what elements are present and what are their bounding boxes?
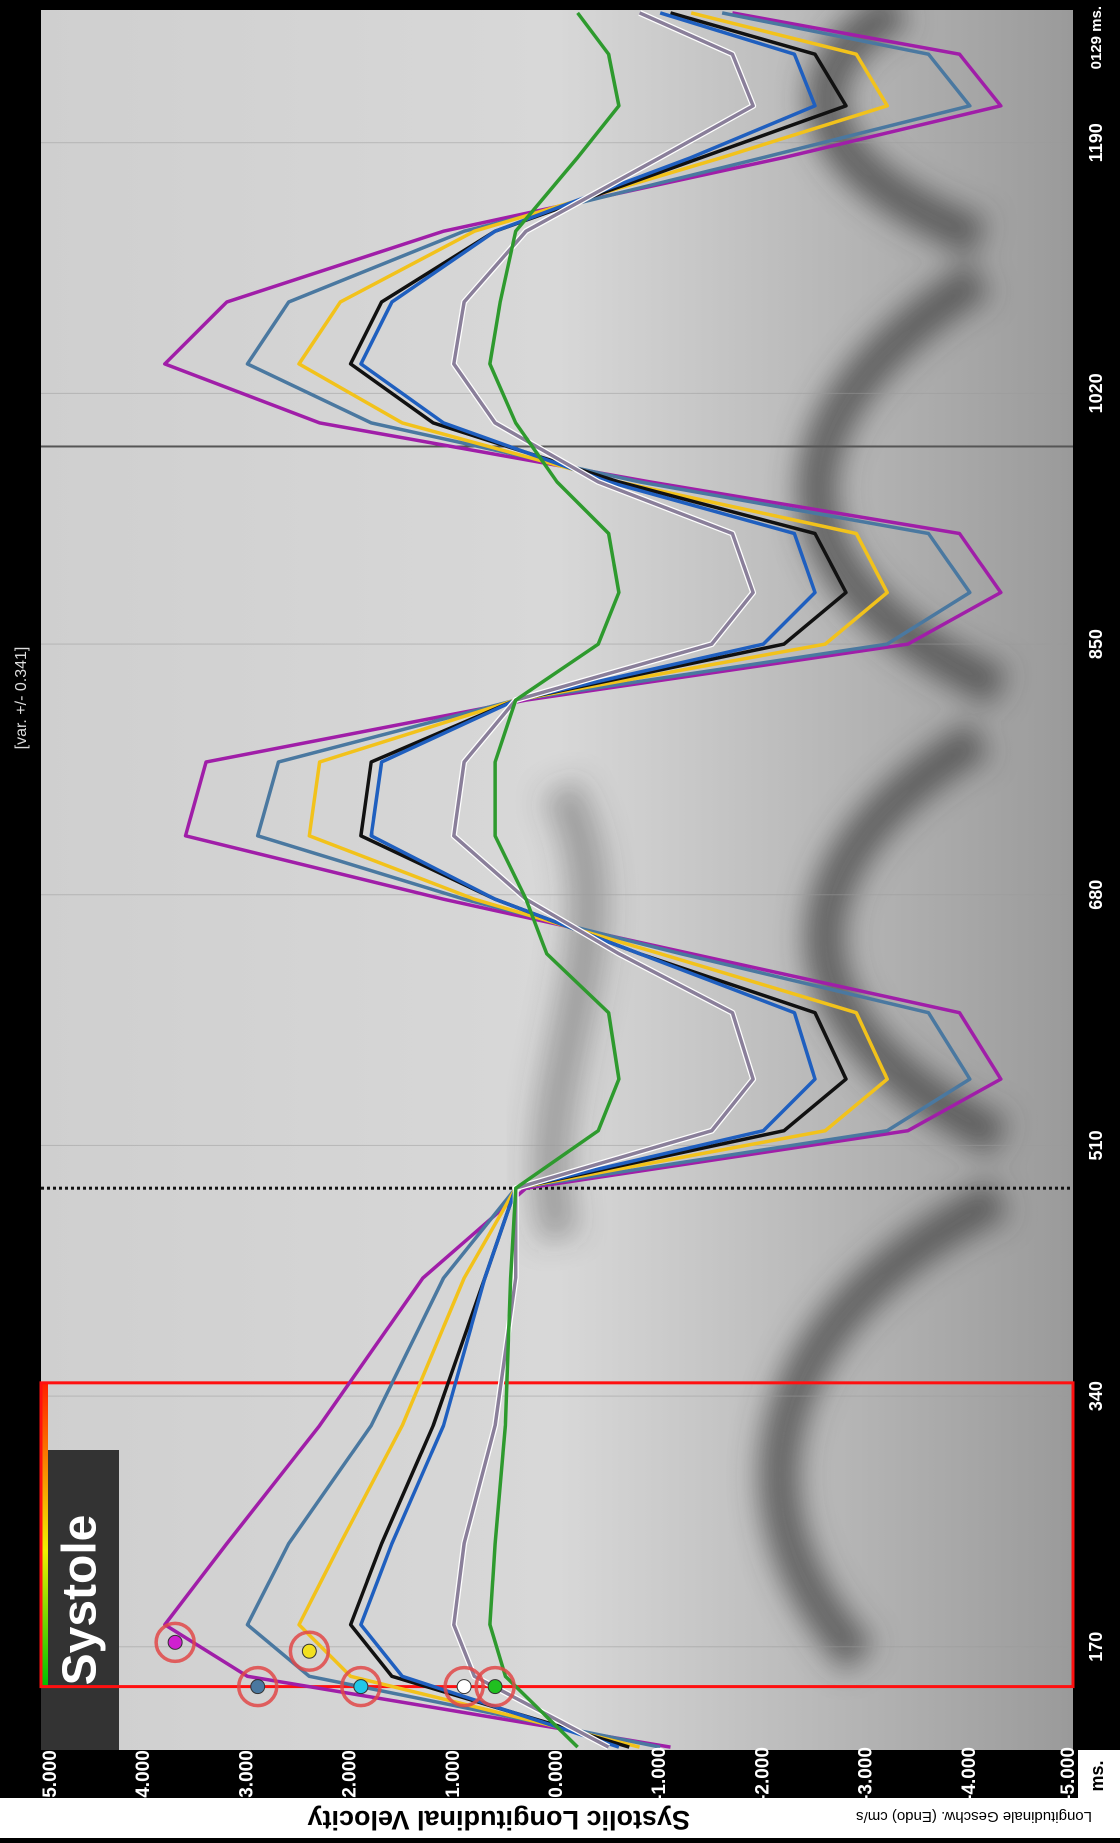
y-tick-label: 0.000	[546, 1750, 567, 1798]
y-tick-label: -4.000	[959, 1747, 980, 1801]
x-tick-label: 340	[1086, 1381, 1106, 1411]
marker	[488, 1680, 502, 1694]
time-label: 0129 ms.	[1088, 6, 1105, 69]
marker	[251, 1680, 265, 1694]
echo-texture	[41, 10, 1073, 1750]
y-tick-label: 5.000	[40, 1750, 61, 1798]
x-tick-label: 1020	[1086, 373, 1106, 413]
x-tick-label: 680	[1086, 880, 1106, 910]
x-tick-label: 510	[1086, 1130, 1106, 1160]
y-tick-label: 2.000	[340, 1750, 361, 1798]
plot-background	[41, 8, 1073, 1750]
y-tick-label: 4.000	[133, 1750, 154, 1798]
y-tick-label: -1.000	[649, 1747, 670, 1801]
y-axis-subtitle: Longitudinale Geschw. (Endo) cm/s	[856, 1808, 1092, 1825]
variance-label: [var. +/- 0.341]	[13, 647, 30, 750]
marker	[457, 1680, 471, 1694]
x-tick-label: 1190	[1086, 123, 1106, 162]
y-tick-label: -2.000	[752, 1747, 773, 1801]
y-tick-label: -5.000	[1058, 1747, 1079, 1801]
marker	[168, 1635, 182, 1649]
page: {"chart_data": { "type": "line", "y_labe…	[0, 0, 1120, 1838]
y-axis-title: Systolic Longitudinal Velocity	[307, 1805, 690, 1835]
x-tick-label: 170	[1086, 1632, 1106, 1662]
x-tick-label: 850	[1086, 629, 1106, 659]
rotated-chart: 5.000 4.000 3.000 2.000 1.000 0.000 -1.000 -2.0…	[0, 0, 1120, 1838]
y-tick-label: 1.000	[443, 1750, 464, 1798]
chart: 5.000 4.000 3.000 2.000 1.000 0.000 -1.000 -2.0…	[0, 0, 1120, 1838]
marker	[354, 1680, 368, 1694]
y-tick-label: -3.000	[856, 1747, 877, 1801]
marker	[302, 1644, 316, 1658]
y-tick-label: 3.000	[236, 1750, 257, 1798]
x-unit: ms.	[1087, 1760, 1107, 1791]
systole-label: Systole	[54, 1515, 107, 1686]
